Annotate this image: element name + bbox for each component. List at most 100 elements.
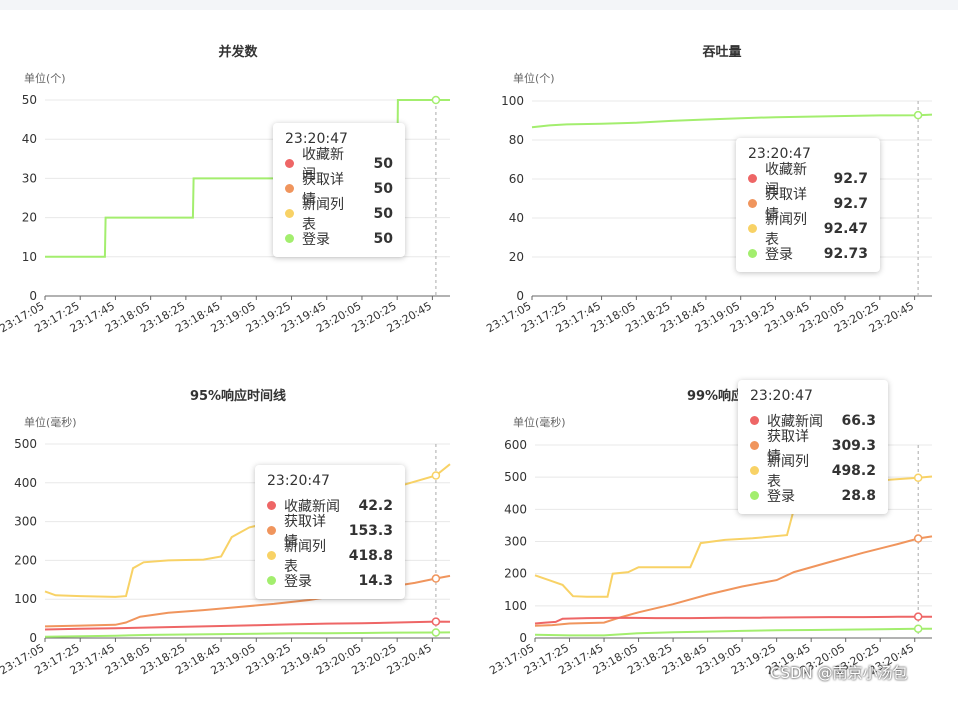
series-marker [913, 612, 923, 621]
chart-svg: 95%响应时间线单位(毫秒)010020030040050023:17:0523… [0, 388, 451, 677]
y-tick-label: 40 [509, 211, 524, 225]
tooltip-series-name: 收藏新闻 [765, 161, 807, 198]
series-marker [431, 574, 441, 583]
series-dot-icon [285, 159, 294, 168]
series-line [534, 535, 933, 627]
y-unit-label: 单位(个) [513, 71, 555, 85]
series-marker [913, 473, 923, 482]
tooltip-time: 23:20:47 [750, 388, 813, 404]
series-marker [913, 624, 923, 633]
tooltip-row: 获取详情 153.3 [267, 514, 393, 550]
chart-title: 吞吐量 [702, 44, 741, 60]
y-tick-label: 500 [14, 437, 37, 451]
series-dot-icon [285, 234, 294, 243]
tooltip-row: 收藏新闻 50 [285, 147, 393, 183]
y-tick-label: 50 [22, 93, 37, 107]
series-dot-icon [285, 184, 294, 193]
top-band [0, 0, 958, 10]
series-dot-icon [748, 174, 757, 183]
y-unit-label: 单位(个) [24, 71, 66, 85]
tooltip-series-name: 登录 [767, 488, 795, 505]
series-line [44, 631, 451, 638]
y-tick-label: 30 [22, 171, 37, 185]
chart-tooltip: 23:20:47 收藏新闻 92.7 获取详情 92.7 新闻列表 92.47 登录 9… [736, 138, 880, 272]
watermark: CSDN @南京小汤包 [770, 664, 908, 682]
chart-title: 并发数 [218, 44, 258, 60]
series-marker [913, 110, 923, 120]
tooltip-value: 498.2 [831, 462, 876, 479]
y-tick-label: 400 [504, 502, 527, 516]
y-unit-label: 单位(毫秒) [513, 415, 566, 429]
tooltip-time: 23:20:47 [748, 146, 811, 162]
tooltip-row: 登录 50 [285, 226, 393, 251]
tooltip-series-name: 收藏新闻 [302, 146, 344, 183]
tooltip-value: 50 [373, 230, 393, 247]
y-tick-label: 40 [22, 132, 37, 146]
y-tick-label: 20 [22, 211, 37, 225]
tooltip-value: 50 [373, 155, 393, 172]
tooltip-value: 92.7 [833, 170, 868, 187]
chart-tooltip: 23:20:47 收藏新闻 50 获取详情 50 新闻列表 50 登录 50 [273, 123, 405, 257]
series-dot-icon [267, 576, 276, 585]
tooltip-row: 新闻列表 418.8 [267, 539, 393, 575]
series-line [534, 615, 933, 625]
tooltip-value: 66.3 [841, 412, 876, 429]
tooltip-series-name: 获取详情 [302, 171, 344, 208]
series-marker [431, 95, 441, 105]
series-dot-icon [750, 466, 759, 475]
tooltip-series-name: 收藏新闻 [767, 413, 823, 430]
tooltip-row: 新闻列表 92.47 [748, 212, 868, 248]
series-marker [431, 617, 441, 626]
y-tick-label: 20 [509, 250, 524, 264]
chart-panel-p95-latency: 95%响应时间线 单位(毫秒) 0 100 200 300 400 500 23:17:05 23… [0, 364, 470, 704]
y-tick-label: 400 [14, 476, 37, 490]
y-tick-label: 100 [14, 592, 37, 606]
tooltip-series-name: 收藏新闻 [284, 498, 340, 515]
series-dot-icon [267, 501, 276, 510]
series-marker [431, 471, 441, 480]
tooltip-value: 418.8 [348, 547, 393, 564]
y-tick-label: 300 [504, 535, 527, 549]
series-marker [431, 628, 441, 637]
y-tick-label: 0 [519, 631, 527, 645]
series-dot-icon [748, 199, 757, 208]
tooltip-row: 收藏新闻 42.2 [267, 493, 393, 518]
chart-svg: 吞吐量单位(个)02040608010023:17:0523:17:2523:1… [485, 44, 933, 335]
y-tick-label: 200 [14, 553, 37, 567]
chart-panel-throughput: 吞吐量 单位(个) 0 20 40 60 80 100 23:17:05 23:17:25 23:1… [485, 20, 955, 360]
y-tick-label: 60 [509, 172, 524, 186]
tooltip-row: 登录 92.73 [748, 241, 868, 266]
tooltip-value: 92.7 [833, 195, 868, 212]
y-tick-label: 200 [504, 567, 527, 581]
chart-tooltip: 23:20:47 收藏新闻 42.2 获取详情 153.3 新闻列表 418.8 登录… [255, 465, 405, 599]
series-dot-icon [748, 224, 757, 233]
tooltip-row: 新闻列表 498.2 [750, 454, 876, 490]
series-dot-icon [750, 416, 759, 425]
series-dot-icon [285, 209, 294, 218]
tooltip-value: 153.3 [348, 522, 393, 539]
tooltip-value: 50 [373, 205, 393, 222]
series-line [534, 627, 932, 637]
series-dot-icon [267, 526, 276, 535]
tooltip-series-name: 新闻列表 [284, 538, 326, 575]
y-tick-label: 0 [29, 289, 37, 303]
chart-title: 95%响应时间线 [190, 388, 286, 404]
y-tick-label: 80 [509, 133, 524, 147]
y-tick-label: 0 [516, 289, 524, 303]
y-tick-label: 100 [501, 94, 524, 108]
series-line [44, 620, 451, 631]
tooltip-time: 23:20:47 [285, 131, 348, 147]
chart-tooltip: 23:20:47 收藏新闻 66.3 获取详情 309.3 新闻列表 498.2 登录… [738, 380, 888, 514]
series-line [45, 99, 450, 258]
y-tick-label: 10 [22, 250, 37, 264]
series-line [531, 113, 933, 129]
tooltip-value: 28.8 [841, 487, 876, 504]
tooltip-row: 收藏新闻 92.7 [748, 162, 868, 198]
y-tick-label: 100 [504, 599, 527, 613]
tooltip-series-name: 登录 [284, 573, 312, 590]
series-dot-icon [267, 551, 276, 560]
series-dot-icon [750, 491, 759, 500]
tooltip-row: 新闻列表 50 [285, 197, 393, 233]
tooltip-series-name: 新闻列表 [767, 453, 809, 490]
tooltip-series-name: 登录 [302, 231, 330, 248]
